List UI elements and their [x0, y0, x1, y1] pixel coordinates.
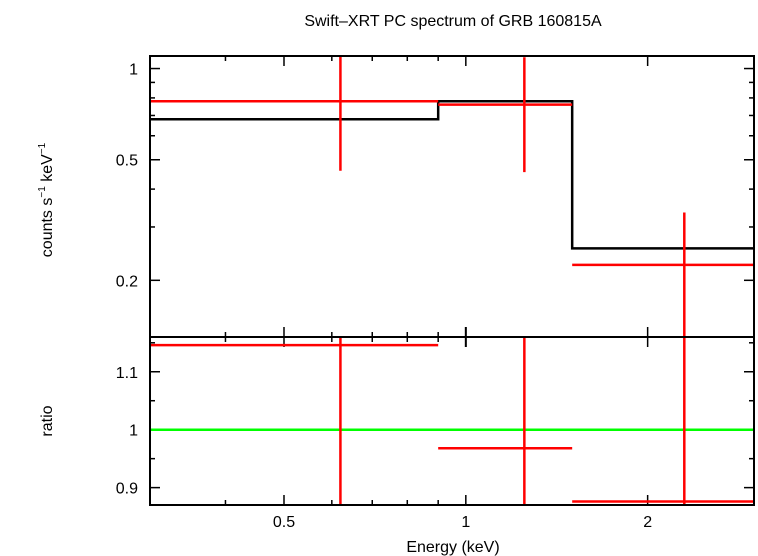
spectrum-y-tick-labels: 0.2 0.5 1 [116, 62, 138, 291]
spectrum-data-points [150, 56, 754, 337]
y-tick-label-top: 0.5 [116, 153, 138, 170]
ratio-y-axis-label: ratio [39, 405, 56, 436]
ratio-ticks [150, 337, 754, 505]
x-tick-label: 0.5 [273, 514, 295, 531]
x-tick-label: 2 [643, 514, 652, 531]
model-step-line [150, 99, 754, 250]
ratio-panel [149, 336, 755, 506]
spectrum-frame [149, 55, 755, 338]
y-tick-label-ratio: 1 [129, 423, 138, 440]
spectrum-ticks [150, 56, 754, 347]
ratio-y-tick-labels: 0.9 1 1.1 [116, 365, 138, 498]
y-tick-label-ratio: 1.1 [116, 365, 138, 382]
ylabel-main: counts s [39, 198, 56, 258]
ylabel-sup1: −1 [37, 186, 48, 198]
x-tick-label: 1 [461, 514, 470, 531]
ylabel-mid: keV [39, 154, 56, 186]
ratio-frame [149, 336, 755, 506]
chart-title: Swift–XRT PC spectrum of GRB 160815A [304, 13, 602, 30]
y-tick-label-ratio: 0.9 [116, 481, 138, 498]
model-step-path [150, 99, 754, 250]
x-axis-label: Energy (keV) [406, 539, 499, 556]
spectrum-panel [149, 55, 755, 347]
ylabel-sup2: −1 [37, 142, 48, 154]
x-tick-labels: 0.5 1 2 [273, 514, 652, 531]
y-tick-label-top: 1 [129, 62, 138, 79]
ratio-data-points [150, 337, 754, 505]
top-y-axis-label: counts s−1 keV−1 [37, 142, 56, 257]
y-tick-label-top: 0.2 [116, 273, 138, 290]
